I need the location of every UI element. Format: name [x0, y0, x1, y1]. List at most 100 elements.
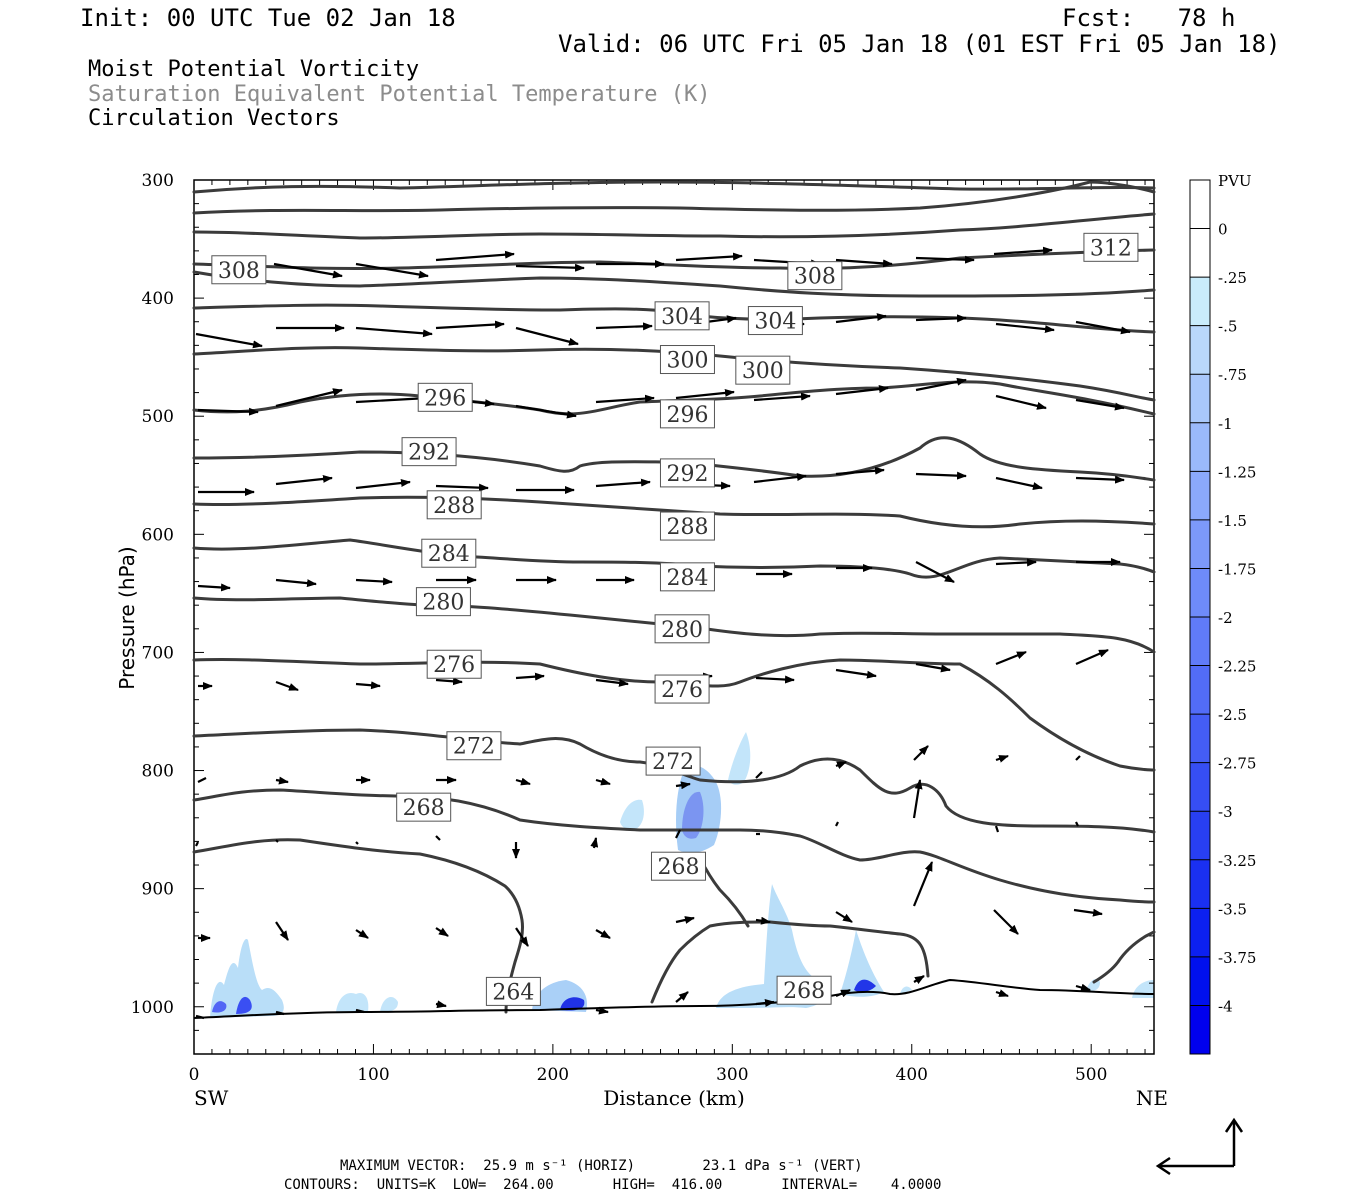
circulation-vector	[275, 578, 317, 588]
contour-label: 304	[661, 305, 703, 330]
contour-line	[192, 248, 1156, 271]
contour-label-box	[426, 490, 482, 520]
contour-line	[1092, 930, 1156, 984]
colorbar-label: -3.25	[1218, 852, 1256, 870]
circulation-vector	[755, 771, 763, 779]
title-mpv: Moist Potential Vorticity	[88, 57, 420, 82]
contour-label: 284	[666, 566, 708, 591]
colorbar-label: -2.75	[1218, 755, 1256, 773]
contour-label-box	[659, 458, 715, 488]
circulation-vector	[835, 313, 887, 324]
circulation-vector	[835, 760, 847, 770]
circulation-vector	[195, 841, 199, 847]
circulation-vector	[515, 927, 529, 947]
plot-border	[193, 179, 1155, 1055]
circulation-vector	[1075, 320, 1131, 335]
circulation-vector	[755, 916, 771, 925]
y-tick-label: 800	[142, 762, 174, 782]
y-tick-label: 700	[142, 643, 174, 663]
circulation-vector	[755, 675, 795, 684]
circulation-vector	[355, 929, 369, 939]
pv-blob	[212, 1001, 227, 1013]
circulation-vector	[355, 577, 393, 586]
colorbar-label: -4	[1218, 997, 1233, 1015]
circulation-vector	[995, 558, 1037, 567]
contour-label-box	[735, 355, 791, 385]
contour-label: 292	[408, 441, 450, 466]
circulation-vector	[275, 921, 289, 941]
x-end-label-left: SW	[194, 1086, 229, 1110]
colorbar-segment	[1190, 471, 1210, 521]
colorbar-label: -.5	[1218, 318, 1237, 336]
circulation-vector	[275, 1010, 285, 1016]
colorbar-segment	[1190, 811, 1210, 861]
circulation-vector	[835, 988, 851, 998]
colorbar-segment	[1190, 422, 1210, 472]
contour-label-box	[659, 399, 715, 429]
circulation-vector	[197, 407, 259, 416]
circulation-vector	[435, 677, 463, 686]
contour-label-box	[654, 301, 710, 331]
x-tick-label: 0	[189, 1065, 200, 1085]
colorbar-label: -1	[1218, 415, 1233, 433]
circulation-vector	[915, 471, 967, 480]
circulation-vector	[1075, 398, 1125, 411]
circulation-vector	[595, 1006, 609, 1015]
circulation-vector	[435, 483, 489, 492]
circulation-vector	[590, 837, 599, 849]
colorbar-label: 0	[1218, 221, 1228, 239]
colorbar-label: -1.75	[1218, 560, 1256, 578]
contour-label: 280	[661, 618, 703, 643]
circulation-vector	[195, 1014, 205, 1020]
reference-vector-icon	[1155, 1117, 1244, 1176]
circulation-vector	[915, 314, 967, 323]
colorbar-segment	[1190, 714, 1210, 764]
contour-label: 308	[794, 265, 836, 290]
colorbar-label: -.25	[1218, 269, 1247, 287]
circulation-vector	[753, 392, 811, 402]
circulation-vector	[912, 861, 934, 907]
y-axis-label: Pressure (hPa)	[115, 546, 139, 689]
circulation-vector	[355, 326, 433, 338]
circulation-vector	[835, 385, 889, 396]
circulation-vector	[273, 262, 343, 279]
pv-blob	[900, 986, 912, 994]
circulation-vector	[595, 394, 655, 404]
circulation-vector	[355, 394, 429, 404]
circulation-vector	[515, 326, 579, 346]
circulation-vector	[675, 829, 681, 839]
contour-label: 280	[422, 591, 464, 616]
circulation-vector	[515, 263, 585, 272]
circulation-vector	[835, 821, 839, 827]
circulation-vector	[595, 322, 653, 331]
x-tick-label: 300	[716, 1065, 748, 1085]
circulation-vector	[275, 776, 289, 785]
circulation-vector	[915, 255, 975, 264]
circulation-vector	[915, 662, 951, 673]
x-end-label-right: NE	[1136, 1086, 1168, 1110]
circulation-vector	[197, 777, 207, 783]
circulation-vector	[275, 680, 299, 692]
title-vectors: Circulation Vectors	[88, 106, 340, 131]
colorbar-segment	[1190, 519, 1210, 569]
circulation-vector	[835, 258, 893, 268]
circulation-vector	[275, 474, 333, 486]
contour-label-box	[421, 538, 477, 568]
circulation-vector	[993, 909, 1019, 935]
circulation-vector	[355, 1008, 365, 1014]
contour-label-box	[659, 562, 715, 592]
contour-label-box	[1083, 232, 1139, 262]
colorbar-label: -3.75	[1218, 949, 1256, 967]
pv-blob	[682, 791, 704, 839]
pv-blob	[210, 939, 284, 1018]
pv-blob	[854, 979, 876, 993]
colorbar-segment	[1190, 665, 1210, 715]
title-thetae: Saturation Equivalent Potential Temperat…	[88, 82, 711, 107]
contour-label-box	[659, 511, 715, 541]
colorbar-label: -1.5	[1218, 512, 1247, 530]
contour-line	[192, 270, 1156, 298]
contour-label: 304	[754, 310, 796, 335]
x-axis-label: Distance (km)	[603, 1086, 745, 1110]
colorbar-segment	[1190, 374, 1210, 424]
circulation-vector	[913, 975, 925, 985]
